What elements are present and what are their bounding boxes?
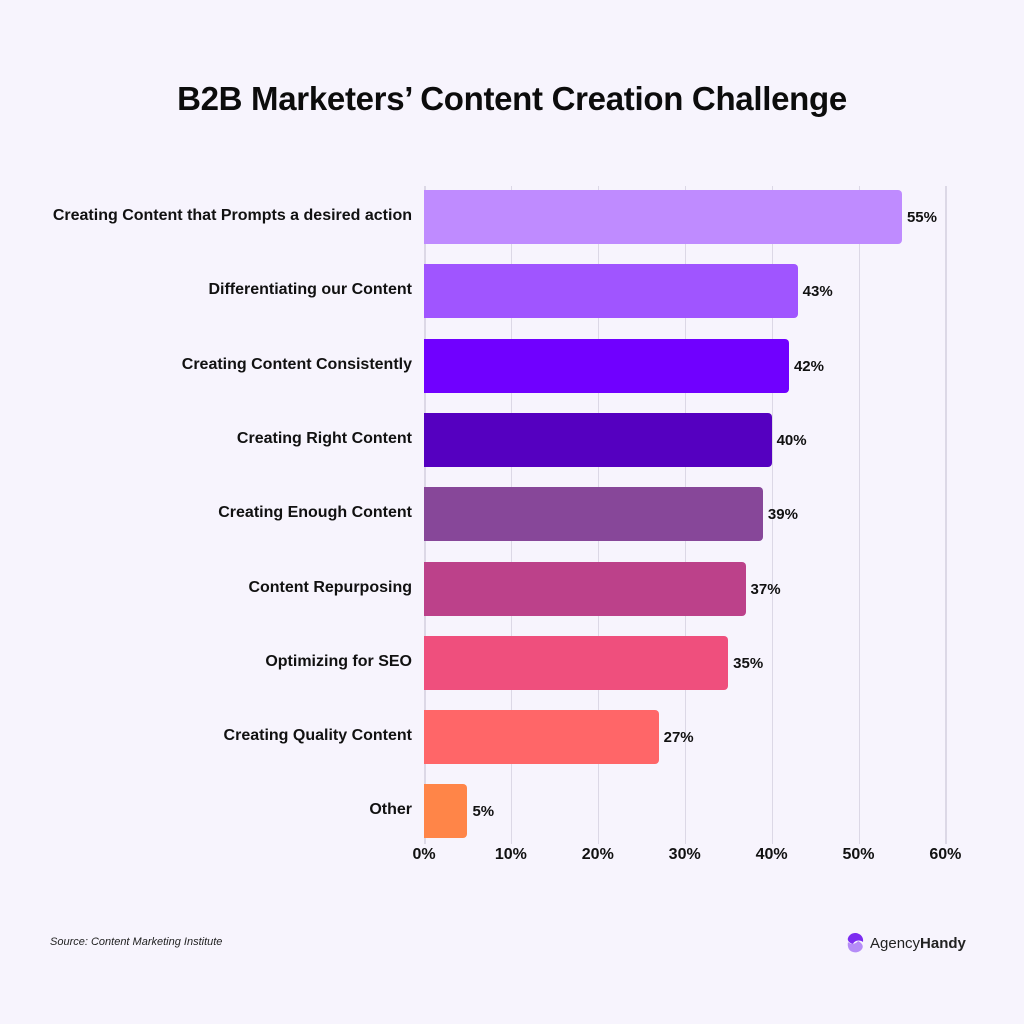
category-label: Creating Content Consistently <box>181 355 412 373</box>
x-tick-label: 50% <box>842 846 875 863</box>
bar <box>424 338 789 393</box>
bar-value-label: 27% <box>663 729 694 747</box>
category-label: Optimizing for SEO <box>265 652 412 670</box>
x-tick-label: 0% <box>412 846 436 863</box>
bar-value-label: 39% <box>767 506 798 524</box>
gridline <box>771 186 774 844</box>
brand-logo: AgencyHandy <box>845 932 966 954</box>
category-label: Other <box>369 801 412 819</box>
category-label: Creating Enough Content <box>218 504 412 522</box>
bar-value-label: 5% <box>472 803 495 821</box>
bar-value-label: 35% <box>733 654 764 672</box>
bar <box>424 412 772 467</box>
bar-value-label: 37% <box>750 580 781 598</box>
brand-name-bold: Handy <box>920 934 966 952</box>
bar <box>424 190 902 244</box>
bar-value-label: 43% <box>802 283 833 301</box>
source-note: Source: Content Marketing Institute <box>50 936 223 948</box>
bar <box>424 784 468 839</box>
bar <box>424 710 659 765</box>
bar-value-label: 42% <box>793 357 824 375</box>
category-label: Differentiating our Content <box>208 281 412 299</box>
category-label: Creating Right Content <box>236 429 412 447</box>
x-tick-label: 10% <box>494 846 527 863</box>
x-tick-label: 40% <box>755 846 788 863</box>
gridline <box>858 186 860 844</box>
bar <box>424 264 798 319</box>
category-label: Creating Content that Prompts a desired … <box>52 207 412 224</box>
bar <box>424 635 729 690</box>
bar-value-label: 55% <box>906 209 937 226</box>
brand-name-light: Agency <box>870 934 921 952</box>
category-label: Creating Quality Content <box>223 727 412 745</box>
x-tick-label: 60% <box>929 846 962 863</box>
gridline <box>945 186 947 844</box>
x-tick-label: 20% <box>581 846 614 863</box>
chart-title: B2B Marketers’ Content Creation Challeng… <box>177 80 847 117</box>
bar <box>424 487 763 542</box>
bar <box>424 561 746 616</box>
x-tick-label: 30% <box>668 846 701 863</box>
plot-area: 55% 43% 42% 40% 39% 37% 35% 27% 5% <box>424 186 984 844</box>
brand-name: AgencyHandy <box>870 935 966 952</box>
category-label: Content Repurposing <box>248 578 412 596</box>
bar-value-label: 40% <box>776 431 807 449</box>
agencyhandy-logo-icon <box>847 933 864 953</box>
